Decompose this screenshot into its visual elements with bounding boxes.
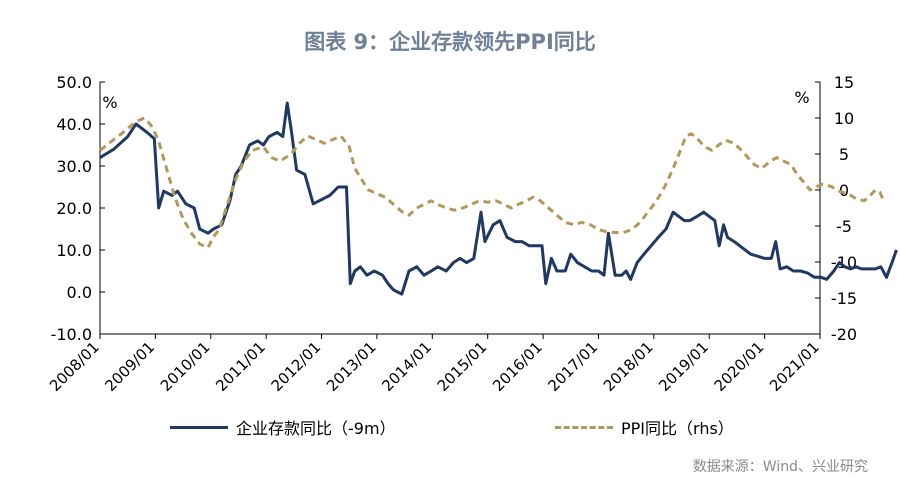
source-note: 数据来源：Wind、兴业研究	[692, 459, 868, 475]
chart-title: 图表 9：企业存款领先PPI同比	[304, 30, 596, 54]
x-tick-label: 2008/01	[46, 338, 103, 395]
legend-label-ppi: PPI同比（rhs）	[621, 419, 734, 438]
x-tick-label: 2012/01	[268, 338, 325, 395]
left-tick-label: 30.0	[56, 157, 92, 176]
x-tick-label: 2013/01	[323, 338, 380, 395]
left-tick-label: 10.0	[56, 241, 92, 260]
left-tick-label: 50.0	[56, 73, 92, 92]
left-tick-label: -10.0	[51, 325, 92, 344]
legend-label-deposits: 企业存款同比（-9m）	[236, 419, 396, 438]
x-tick-label: 2011/01	[212, 338, 269, 395]
x-tick-label: 2015/01	[434, 338, 491, 395]
legend-item-ppi: PPI同比（rhs）	[555, 412, 734, 442]
right-tick-label: 5	[839, 145, 849, 164]
x-tick-label: 2009/01	[101, 338, 158, 395]
right-tick-label: -15	[831, 289, 857, 308]
legend: 企业存款同比（-9m） PPI同比（rhs）	[0, 412, 900, 442]
series-line-ppi	[99, 116, 886, 250]
x-tick-label: 2014/01	[378, 338, 435, 395]
left-tick-label: 20.0	[56, 199, 92, 218]
right-tick-label: -5	[836, 217, 852, 236]
left-tick-label: 40.0	[56, 115, 92, 134]
x-tick-label: 2016/01	[489, 338, 546, 395]
x-tick-label: 2010/01	[157, 338, 214, 395]
x-tick-label: 2019/01	[655, 338, 712, 395]
x-tick-label: 2017/01	[544, 338, 601, 395]
right-tick-label: 10	[834, 109, 854, 128]
x-tick-label: 2018/01	[600, 338, 657, 395]
x-tick-label: 2021/01	[766, 338, 823, 395]
legend-item-deposits: 企业存款同比（-9m）	[170, 412, 396, 442]
legend-swatch-deposits	[170, 425, 228, 429]
right-tick-label: -20	[831, 325, 857, 344]
left-tick-label: 0.0	[67, 283, 92, 302]
right-tick-label: 0	[839, 181, 849, 200]
right-axis-unit: %	[794, 88, 809, 107]
left-axis-unit: %	[102, 93, 117, 112]
legend-swatch-ppi	[555, 425, 613, 429]
x-tick-label: 2020/01	[711, 338, 768, 395]
series-line-deposits	[99, 101, 898, 296]
right-tick-label: 15	[834, 73, 854, 92]
